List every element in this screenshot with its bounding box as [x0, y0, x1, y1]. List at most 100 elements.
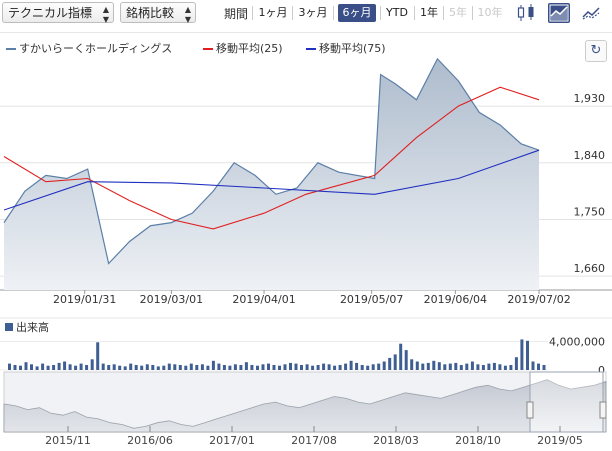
navigator-area	[3, 379, 607, 433]
period-label: 期間	[224, 7, 249, 21]
period-3m-button[interactable]: 3ヶ月	[298, 6, 328, 19]
volume-bar	[129, 363, 133, 370]
volume-bar	[459, 365, 463, 370]
volume-bar	[311, 365, 315, 370]
volume-bar	[250, 365, 254, 370]
volume-bar	[140, 365, 144, 370]
legend-label: 移動平均(75)	[319, 42, 386, 55]
volume-bar	[443, 364, 447, 370]
volume-bar	[211, 360, 215, 370]
area-chart-icon	[549, 4, 569, 22]
navigator-tick-label: 2015/11	[45, 434, 91, 447]
volume-bar	[35, 366, 39, 370]
y-tick-label: 1,840	[574, 149, 606, 162]
period-1y-button[interactable]: 1年	[420, 6, 438, 19]
volume-bar	[322, 363, 326, 370]
volume-bar	[239, 365, 243, 370]
candlestick-icon	[517, 4, 534, 21]
volume-bar	[366, 365, 370, 370]
volume-bar	[448, 363, 452, 370]
volume-bar	[90, 359, 94, 370]
divider	[443, 6, 444, 20]
price-area	[4, 58, 540, 291]
period-10y-button: 10年	[477, 6, 503, 19]
volume-bar	[289, 362, 292, 370]
area-chart-button[interactable]	[548, 3, 570, 23]
candlestick-chart-button[interactable]	[516, 3, 538, 23]
volume-bar	[300, 365, 303, 370]
volume-bar	[156, 366, 160, 370]
volume-bar	[8, 363, 11, 370]
volume-bar	[19, 365, 22, 370]
volume-bar	[388, 357, 392, 370]
volume-bar	[283, 364, 287, 370]
refresh-button[interactable]: ↻	[585, 40, 607, 62]
toolbar-divider	[0, 32, 612, 33]
volume-bar	[404, 350, 408, 370]
price-line	[3, 57, 540, 265]
volume-bar	[195, 365, 199, 370]
divider	[292, 6, 293, 20]
volume-bar	[327, 364, 331, 370]
period-6m-button[interactable]: 6ヶ月	[338, 4, 376, 22]
divider	[252, 6, 253, 20]
divider	[414, 6, 415, 20]
volume-bar	[30, 364, 33, 370]
volume-bar	[542, 365, 546, 370]
volume-bar	[393, 354, 397, 370]
volume-bar	[267, 363, 270, 370]
volume-bar	[244, 362, 248, 370]
line-chart-button[interactable]	[580, 3, 602, 23]
volume-bar	[96, 342, 100, 370]
legend-item-ma25: 移動平均(25)	[203, 40, 283, 56]
navigator-tick-label: 2017/08	[291, 434, 337, 447]
compare-select[interactable]: 銘柄比較 ▲ ▼	[120, 2, 196, 24]
volume-bar	[151, 365, 155, 370]
navigator-tick-label: 2018/03	[373, 434, 419, 447]
volume-bar	[101, 363, 105, 370]
volume-bar	[355, 362, 359, 370]
volume-bar	[498, 364, 502, 370]
period-5y-button: 5年	[449, 6, 467, 19]
navigator-mask	[4, 372, 530, 432]
x-tick-label: 2019/04/01	[232, 293, 295, 306]
volume-bar	[184, 365, 188, 370]
volume-tick-label: 0	[598, 364, 605, 377]
volume-bar	[377, 363, 381, 370]
volume-bar	[333, 365, 337, 370]
volume-bar	[13, 365, 17, 370]
volume-tick-label: 4,000,000	[549, 336, 605, 349]
legend-label: 移動平均(25)	[216, 42, 283, 55]
volume-bar	[382, 361, 386, 370]
volume-bar	[465, 363, 469, 370]
volume-bar	[162, 365, 166, 370]
navigator-tick-label: 2018/10	[455, 434, 501, 447]
volume-bar	[112, 364, 116, 370]
period-1m-button[interactable]: 1ヶ月	[258, 6, 288, 19]
indicator-select[interactable]: テクニカル指標 ▲ ▼	[2, 2, 114, 24]
volume-bar	[145, 364, 149, 370]
volume-bar	[63, 361, 67, 370]
navigator-tick-label: 2019/05	[537, 434, 583, 447]
legend-item-price: すかいらーくホールディングス	[6, 40, 172, 56]
volume-bar	[492, 362, 496, 370]
volume-bar	[338, 365, 342, 370]
volume-bar	[107, 365, 111, 370]
y-tick-label: 1,930	[574, 92, 606, 105]
period-ytd-button[interactable]: YTD	[386, 6, 408, 19]
volume-bar	[217, 363, 221, 370]
volume-bar	[85, 365, 89, 370]
volume-bar	[167, 363, 171, 370]
select-arrows-icon: ▲ ▼	[184, 5, 191, 24]
volume-bar	[503, 365, 507, 370]
volume-bar	[57, 362, 61, 370]
compare-select-label: 銘柄比較	[126, 6, 175, 20]
navigator-tick-label: 2016/06	[127, 434, 173, 447]
volume-bar	[399, 343, 403, 370]
volume-bar	[371, 364, 375, 370]
y-tick-label: 1,750	[574, 205, 606, 218]
volume-bar	[68, 364, 72, 370]
volume-bar	[24, 362, 28, 370]
legend-swatch	[203, 48, 213, 50]
volume-bar	[118, 365, 122, 370]
